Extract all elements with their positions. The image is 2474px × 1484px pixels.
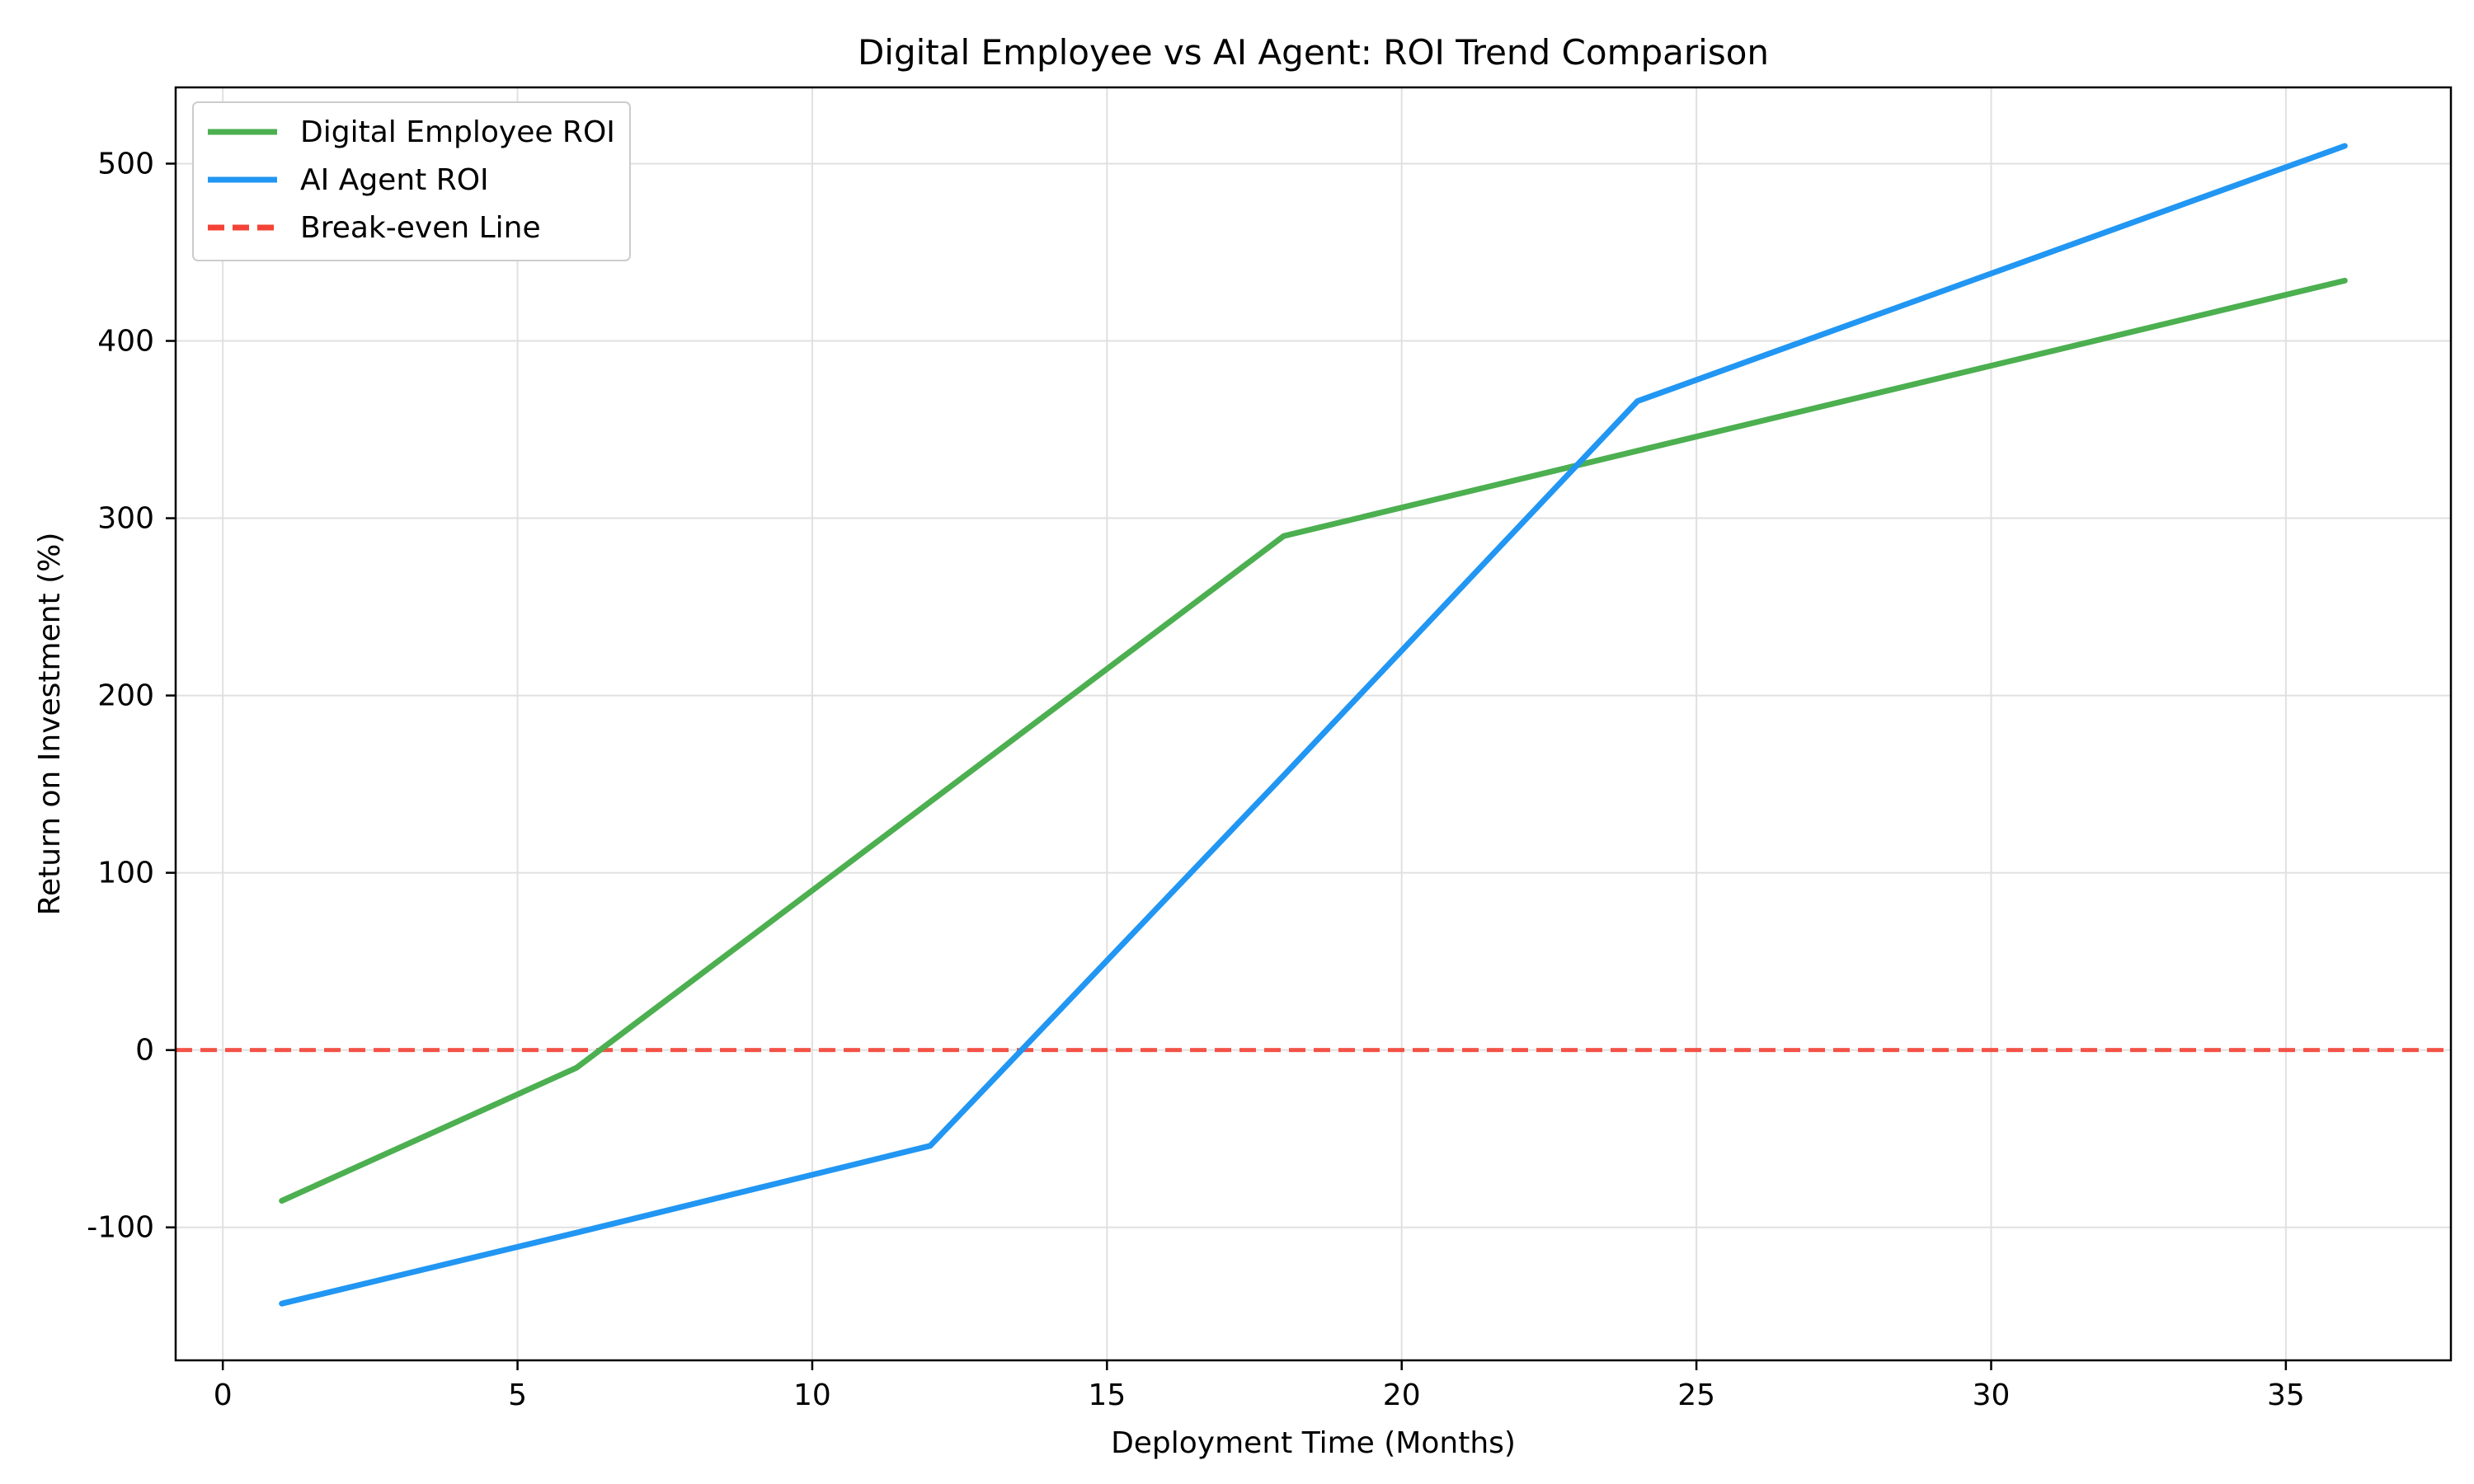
legend-label: AI Agent ROI [300, 163, 489, 197]
x-tick-label: 25 [1677, 1378, 1715, 1412]
x-tick-label: 30 [1973, 1378, 2011, 1412]
legend-box [192, 101, 631, 261]
legend-label: Digital Employee ROI [300, 115, 615, 149]
series-lines [279, 143, 2348, 1307]
y-tick-label: -100 [87, 1211, 154, 1245]
y-tick-label: 300 [97, 502, 154, 536]
chart-title: Digital Employee vs AI Agent: ROI Trend … [858, 32, 1769, 73]
x-tick-label: 20 [1383, 1378, 1421, 1412]
y-tick-label: 200 [97, 679, 154, 713]
digital-employee-roi-line [279, 277, 2348, 1204]
x-tick-label: 10 [793, 1378, 831, 1412]
plot-area-frame [174, 86, 2453, 1362]
x-tick-label: 35 [2267, 1378, 2305, 1412]
y-tick-label: 100 [97, 857, 154, 890]
y-axis-label: Return on Investment (%) [33, 533, 67, 916]
legend: Digital Employee ROI AI Agent ROI Break-ev… [192, 101, 631, 261]
x-tick-label: 5 [508, 1378, 527, 1412]
ai-agent-roi-line [279, 143, 2348, 1307]
x-axis-label: Deployment Time (Months) [1111, 1426, 1516, 1460]
legend-label: Break-even Line [300, 211, 541, 245]
y-tick-label: 400 [97, 325, 154, 359]
axis-ticks: 0 5 10 15 20 25 30 35 -100 0 100 200 300 400 500 [87, 147, 2304, 1412]
x-tick-label: 15 [1088, 1378, 1126, 1412]
x-tick-label: 0 [214, 1378, 233, 1412]
y-tick-label: 500 [97, 147, 154, 181]
y-tick-label: 0 [135, 1034, 154, 1068]
